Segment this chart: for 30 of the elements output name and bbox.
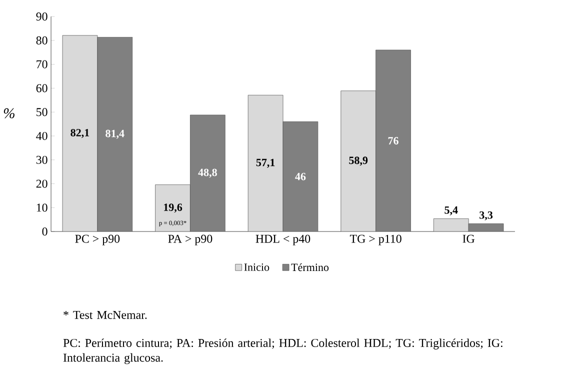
data-label: 5,4	[444, 206, 458, 216]
data-label: 57,1	[256, 158, 275, 168]
legend-label: Término	[291, 263, 329, 272]
x-tick-label: IG	[462, 234, 475, 243]
text: * Test McNemar.	[64, 310, 147, 319]
y-tick-label: 0	[42, 227, 48, 236]
data-label: 19,6	[164, 204, 182, 213]
text: PC: Perímetro cintura; PA: Presión arterial; HDL: Colesterol HDL; TG: Triglicéridos; IG: Intolerancia glucosa.	[63, 338, 502, 364]
data-label: 82,1	[70, 128, 90, 138]
y-tick-label: 30	[36, 156, 48, 164]
data-label: 48,8	[198, 168, 217, 178]
y-tick-label: 50	[36, 108, 48, 116]
y-tick-label: 20	[36, 180, 48, 188]
y-tick-label: 60	[36, 84, 48, 92]
x-tick-label: PA > p90	[168, 234, 212, 246]
y-tick-label: 10	[36, 204, 48, 212]
y-tick-label: 40	[36, 132, 48, 140]
data-label: 81,4	[106, 130, 124, 139]
x-tick-label: TG > p110	[350, 234, 402, 246]
data-label: 58,9	[349, 156, 368, 166]
y-tick-label: 90	[36, 12, 48, 21]
legend-label: Inicio	[244, 263, 270, 271]
data-label: 76	[388, 137, 398, 144]
x-tick-label: HDL < p40	[256, 234, 310, 246]
data-label: 3,3	[480, 211, 493, 220]
data-label: 46	[295, 172, 306, 180]
x-tick-label: PC > p90	[75, 234, 120, 246]
y-tick-label: 80	[36, 36, 48, 44]
y-tick-label: 70	[36, 60, 48, 68]
y-axis-title: %	[4, 108, 14, 118]
